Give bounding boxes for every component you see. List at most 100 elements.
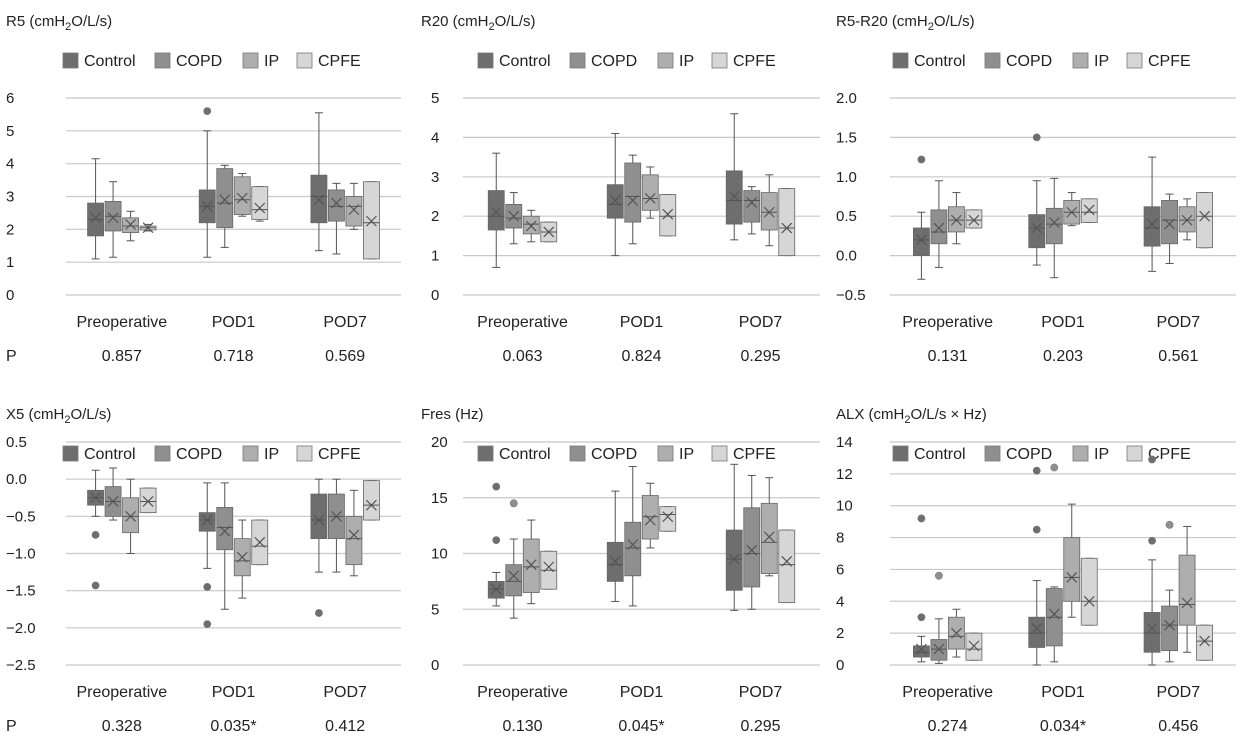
mean-marker [950, 627, 962, 639]
y-tick-label: 12 [836, 466, 853, 483]
y-tick-label: 1.0 [836, 169, 857, 186]
box-control [198, 107, 216, 258]
mean-marker [644, 193, 656, 204]
box-copd [743, 474, 761, 610]
box-cpfe [965, 209, 983, 229]
legend-label-control: Control [84, 53, 136, 70]
legend-swatch-copd [154, 52, 171, 69]
box-body [930, 209, 948, 245]
legend-swatch-control [892, 445, 909, 462]
box-ip [345, 182, 363, 230]
x-category-label: POD7 [1157, 314, 1201, 331]
box-cpfe [1196, 624, 1213, 661]
chart-title-main: ALX (cmH [836, 406, 904, 423]
p-value: 0.857 [102, 348, 142, 365]
panel-1: R5 (cmH2O/L/s)Control COPD IP CPFE0123456Pr… [6, 13, 401, 365]
legend-swatch-copd [154, 445, 171, 462]
chart-title-tail: O/L/s) [934, 13, 975, 30]
chart-title: R5-R20 (cmH2O/L/s) [836, 13, 975, 33]
outlier-point [315, 609, 323, 617]
box-control [913, 155, 930, 280]
box-body [233, 176, 251, 215]
mean-marker [662, 511, 674, 523]
box-copd [1161, 193, 1178, 264]
outlier-point [203, 620, 212, 629]
legend-swatch-control [62, 52, 79, 69]
legend-label-cpfe: CPFE [318, 53, 361, 70]
box-cpfe [965, 632, 983, 661]
box-body [624, 521, 642, 577]
box-body [743, 507, 761, 588]
mean-marker [508, 570, 520, 582]
p-value: 0.295 [740, 348, 780, 365]
box-copd [930, 571, 948, 664]
legend-label-control: Control [914, 446, 966, 463]
mean-marker [609, 555, 621, 567]
x-category-label: POD1 [1041, 684, 1085, 701]
panel-5: Fres (Hz) Control COPD IP CPFE 0 5 10 15 20 Preope… [421, 406, 820, 735]
mean-marker [236, 192, 248, 204]
mean-marker [763, 206, 775, 218]
box-cpfe [778, 529, 796, 604]
legend-label-ip: IP [264, 53, 279, 70]
outlier-point [1148, 536, 1156, 545]
mean-marker [107, 496, 119, 507]
panel-2: R20 (cmH2O/L/s)Control COPD IP CPFE012345Pr… [421, 13, 820, 365]
legend-label-control: Control [84, 446, 136, 463]
box-body [363, 480, 380, 521]
box-body [487, 190, 505, 231]
box-ip [345, 489, 363, 577]
outlier-point [492, 536, 501, 545]
p-value: 0.561 [1158, 348, 1198, 365]
box-cpfe [1196, 192, 1213, 249]
x-category-label: POD1 [620, 684, 664, 701]
box-body [216, 168, 234, 229]
mean-marker [1083, 204, 1095, 216]
mean-marker [107, 212, 119, 224]
mean-marker [1066, 571, 1078, 583]
box-ip [1063, 192, 1081, 227]
mean-marker [490, 206, 502, 218]
y-tick-label: 0 [431, 287, 439, 304]
outlier-point [203, 583, 212, 591]
mean-marker [915, 234, 927, 246]
box-cpfe [251, 186, 269, 222]
box-cpfe [251, 519, 269, 566]
x-category-label: Preoperative [76, 684, 167, 701]
box-control [1028, 133, 1046, 266]
box-ip [522, 519, 540, 605]
mean-marker [1048, 217, 1060, 228]
legend-label-ip: IP [679, 446, 694, 463]
outlier-point [1165, 520, 1174, 529]
box-copd [930, 180, 948, 268]
y-tick-label: 4 [6, 156, 14, 173]
box-body [310, 493, 328, 540]
legend: Control COPD IP CPFE [477, 52, 776, 70]
x-category-label: POD1 [1041, 314, 1085, 331]
box-body [522, 215, 540, 235]
mean-marker [90, 492, 102, 504]
mean-marker [968, 214, 980, 226]
y-tick-label: 5 [431, 601, 439, 618]
legend-swatch-cpfe [1126, 445, 1143, 462]
x-category-label: POD1 [212, 684, 256, 701]
y-tick-label: 8 [836, 530, 844, 547]
mean-marker [728, 191, 740, 202]
chart-title-main: R20 (cmH [421, 13, 489, 30]
p-value: 0.130 [502, 718, 542, 735]
mean-marker [1066, 206, 1078, 218]
y-tick-label: 4 [836, 593, 844, 610]
p-value: 0.034* [1040, 718, 1086, 735]
mean-marker [330, 197, 342, 209]
mean-marker [90, 212, 102, 224]
y-tick-label: 10 [836, 498, 853, 515]
legend-label-cpfe: CPFE [733, 53, 776, 70]
box-body [251, 186, 269, 220]
box-copd [216, 164, 234, 248]
legend: Control COPD IP CPFE [892, 445, 1191, 463]
legend-swatch-ip [1072, 52, 1089, 69]
chart-title-tail: O/L/s) [71, 13, 112, 30]
outlier-point [203, 107, 212, 116]
mean-marker [313, 194, 325, 206]
y-tick-label: −0.5 [836, 287, 866, 304]
